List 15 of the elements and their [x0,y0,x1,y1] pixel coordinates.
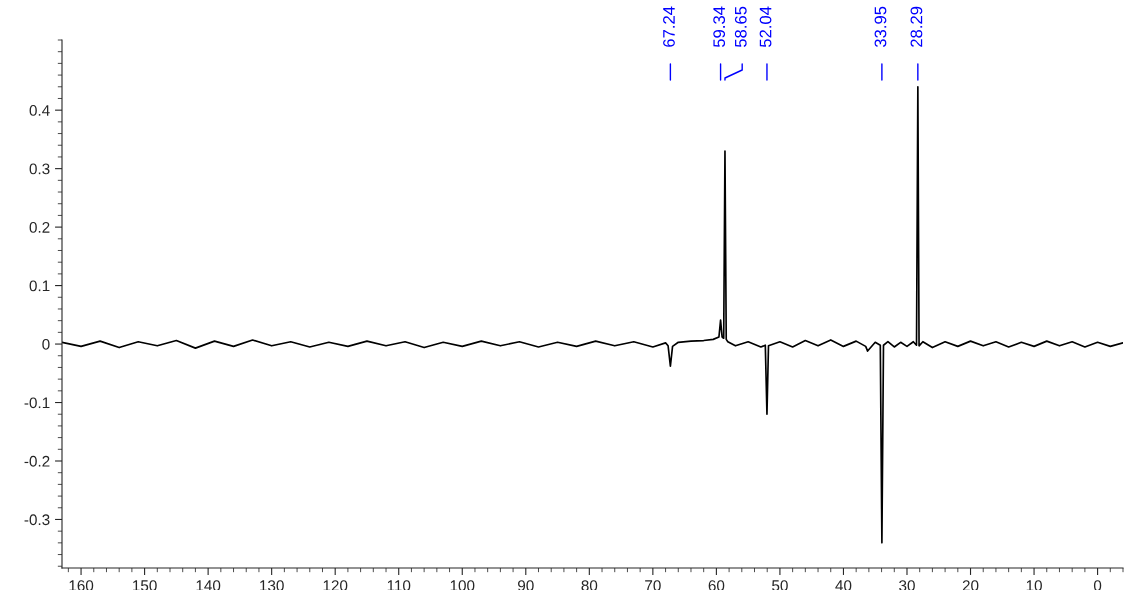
annotation: 33.95 [874,6,887,48]
annotation: 58.65 [734,6,747,48]
y-tick-label: 0.2 [29,221,50,233]
y-tick-label: -0.3 [24,514,50,526]
annotation: 67.24 [663,6,675,47]
annotation: 52.04 [759,6,772,48]
y-tick-label: -0.1 [24,397,50,409]
annotation: 59.34 [713,6,726,48]
y-tick-label: -0.2 [24,455,50,467]
y-tick-label: 0.1 [29,280,50,292]
y-tick-label: 0.4 [29,105,50,116]
y-tick-label: 0.3 [29,163,50,175]
y-tick-label: 0 [42,338,50,350]
line-series [62,85,1123,544]
annotation: 28.29 [910,6,923,47]
